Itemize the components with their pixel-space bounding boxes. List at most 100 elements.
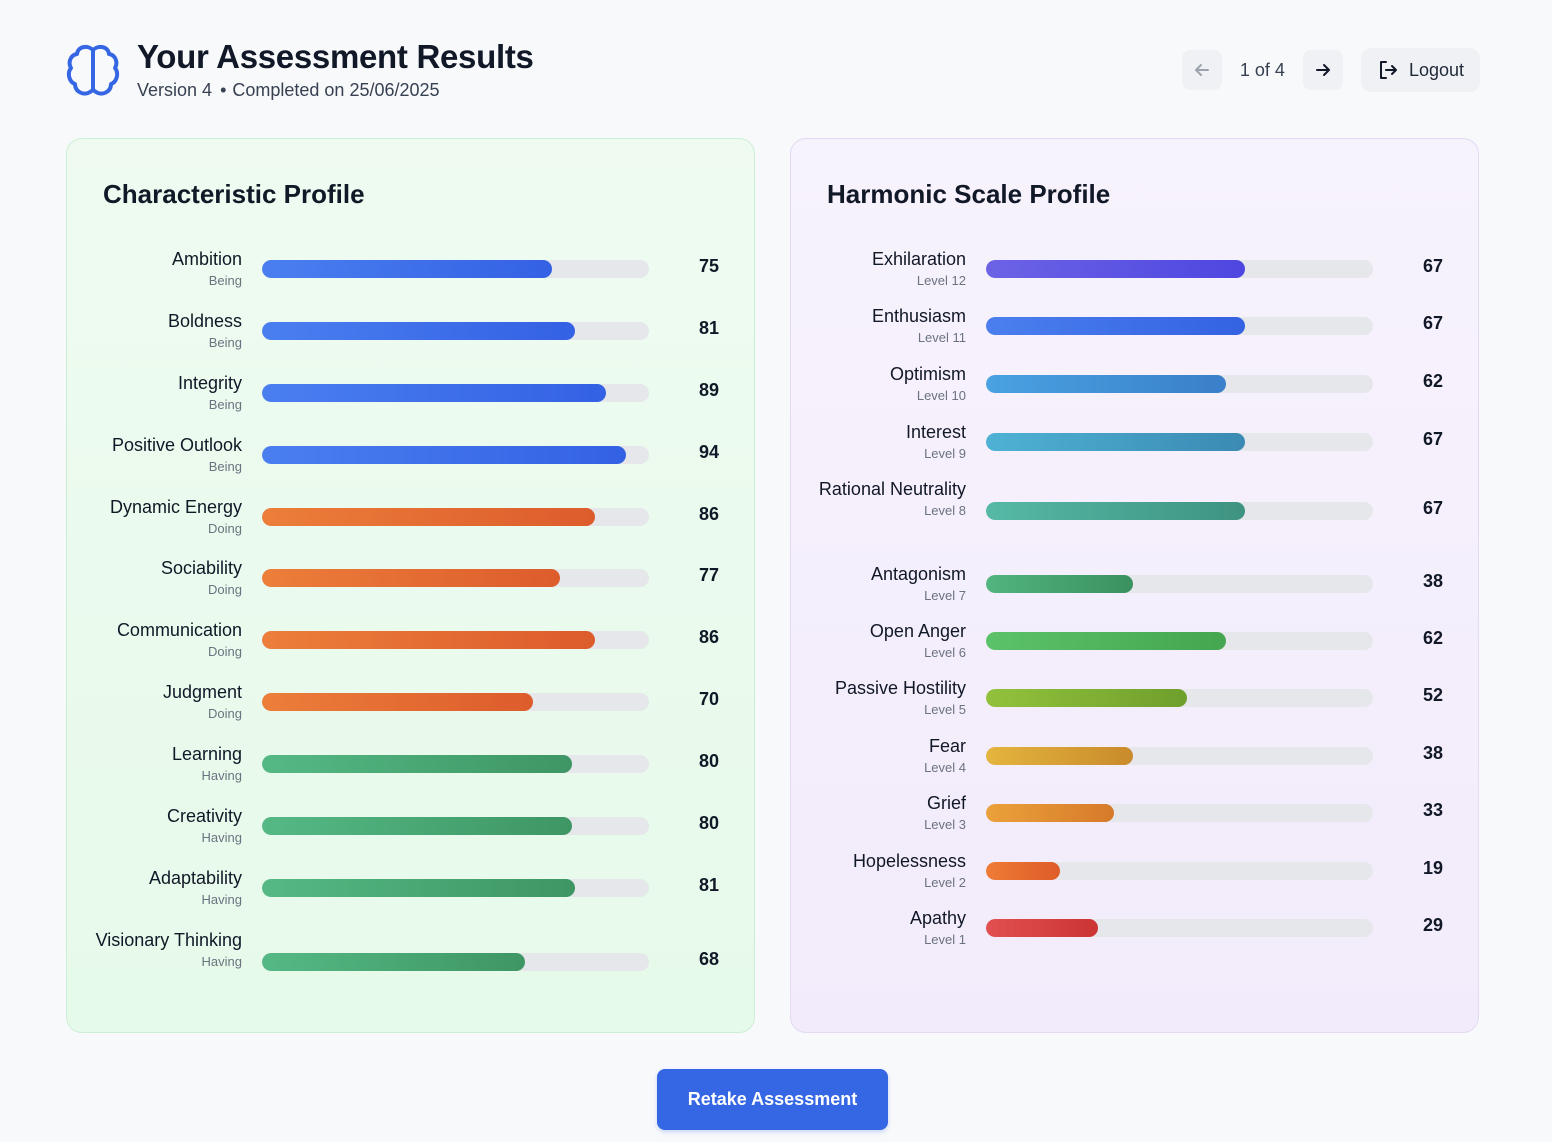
characteristic-score: 70: [698, 689, 720, 709]
harmonic-label: Antagonism Level 7: [776, 561, 966, 604]
page-header: Your Assessment Results Version 4 • Comple…: [66, 38, 1480, 108]
characteristic-bar-track: [262, 569, 649, 587]
harmonic-bar-fill: [986, 804, 1114, 822]
characteristic-bar-track: [262, 953, 649, 971]
characteristic-name: Visionary Thinking: [95, 930, 242, 950]
characteristic-name: Communication: [116, 620, 242, 640]
characteristic-score: 86: [698, 504, 720, 524]
characteristic-bar-track: [262, 817, 649, 835]
harmonic-label: Enthusiasm Level 11: [776, 303, 966, 346]
harmonic-sublabel: Level 7: [924, 588, 966, 603]
characteristic-label: Boldness Being: [52, 308, 242, 351]
characteristic-label: Judgment Doing: [52, 679, 242, 722]
characteristic-name: Ambition: [171, 249, 242, 269]
page-title: Your Assessment Results: [137, 38, 534, 75]
characteristic-score: 81: [698, 875, 720, 895]
harmonic-bar-track: [986, 689, 1373, 707]
harmonic-label: Hopelessness Level 2: [776, 848, 966, 891]
characteristic-name: Integrity: [177, 373, 242, 393]
harmonic-score: 62: [1422, 371, 1444, 391]
characteristic-sublabel: Having: [201, 892, 242, 907]
harmonic-name: Antagonism: [870, 564, 966, 584]
next-button[interactable]: [1302, 50, 1343, 90]
harmonic-bar-fill: [986, 502, 1246, 520]
harmonic-bar-track: [986, 804, 1373, 822]
harmonic-scale-card: Harmonic Scale Profile Exhilaration Level…: [790, 138, 1479, 1033]
harmonic-bar-fill: [986, 575, 1134, 593]
harmonic-bar-fill: [986, 260, 1246, 278]
characteristic-sublabel: Doing: [208, 521, 242, 536]
characteristic-label: Visionary Thinking Having: [52, 927, 242, 970]
characteristic-sublabel: Doing: [208, 582, 242, 597]
previous-button[interactable]: [1181, 50, 1222, 90]
harmonic-bar-track: [986, 632, 1373, 650]
characteristic-score: 81: [698, 318, 720, 338]
harmonic-sublabel: Level 12: [916, 273, 966, 288]
characteristic-score: 75: [698, 256, 720, 276]
characteristic-bar-fill: [262, 693, 533, 711]
characteristic-name: Dynamic Energy: [109, 497, 242, 517]
harmonic-label: Fear Level 4: [776, 733, 966, 776]
logout-button[interactable]: Logout: [1360, 48, 1480, 92]
harmonic-bar-fill: [986, 317, 1246, 335]
characteristic-bar-track: [262, 322, 649, 340]
logout-icon: [1379, 61, 1397, 79]
arrow-right-icon: [1315, 64, 1330, 76]
characteristic-sublabel: Being: [208, 459, 242, 474]
harmonic-score: 29: [1422, 915, 1444, 935]
characteristic-sublabel: Having: [201, 830, 242, 845]
characteristic-sublabel: Having: [201, 954, 242, 969]
characteristic-profile-card: Characteristic Profile Ambition Being 75 Bo…: [66, 138, 755, 1033]
characteristic-bar-track: [262, 508, 649, 526]
characteristic-name: Judgment: [162, 682, 242, 702]
harmonic-name: Hopelessness: [852, 851, 966, 871]
harmonic-label: Exhilaration Level 12: [776, 246, 966, 289]
harmonic-rows: Exhilaration Level 12 67 Enthusiasm Level 11…: [791, 139, 1478, 1032]
characteristic-name: Creativity: [166, 806, 242, 826]
characteristic-score: 80: [698, 813, 720, 833]
characteristic-bar-track: [262, 693, 649, 711]
characteristic-name: Sociability: [160, 558, 242, 578]
harmonic-bar-track: [986, 317, 1373, 335]
retake-assessment-button[interactable]: Retake Assessment: [657, 1069, 888, 1130]
characteristic-label: Adaptability Having: [52, 865, 242, 908]
harmonic-bar-fill: [986, 747, 1134, 765]
characteristic-label: Ambition Being: [52, 246, 242, 289]
characteristic-bar-fill: [262, 817, 572, 835]
completed-date: Completed on 25/06/2025: [232, 80, 440, 100]
arrow-left-icon: [1194, 64, 1209, 76]
characteristic-rows: Ambition Being 75 Boldness Being 81 Integrity B…: [67, 139, 754, 1032]
harmonic-name: Interest: [905, 422, 966, 442]
characteristic-label: Communication Doing: [52, 617, 242, 660]
harmonic-bar-track: [986, 375, 1373, 393]
characteristic-label: Learning Having: [52, 741, 242, 784]
harmonic-score: 38: [1422, 571, 1444, 591]
harmonic-label: Open Anger Level 6: [776, 618, 966, 661]
harmonic-score: 67: [1422, 256, 1444, 276]
harmonic-name: Passive Hostility: [834, 678, 966, 698]
characteristic-label: Positive Outlook Being: [52, 432, 242, 475]
harmonic-name: Enthusiasm: [871, 306, 966, 326]
characteristic-score: 89: [698, 380, 720, 400]
harmonic-sublabel: Level 8: [924, 503, 966, 518]
harmonic-label: Rational Neutrality Level 8: [776, 476, 966, 519]
harmonic-sublabel: Level 11: [917, 330, 966, 345]
harmonic-name: Open Anger: [869, 621, 966, 641]
harmonic-bar-fill: [986, 689, 1188, 707]
harmonic-label: Optimism Level 10: [776, 361, 966, 404]
separator-dot: •: [220, 80, 227, 100]
characteristic-bar-track: [262, 446, 649, 464]
harmonic-score: 52: [1422, 685, 1444, 705]
harmonic-bar-fill: [986, 375, 1226, 393]
characteristic-score: 94: [698, 442, 720, 462]
harmonic-sublabel: Level 9: [924, 446, 966, 461]
harmonic-sublabel: Level 3: [924, 817, 966, 832]
harmonic-bar-fill: [986, 919, 1099, 937]
harmonic-name: Apathy: [909, 908, 966, 928]
harmonic-score: 19: [1422, 858, 1444, 878]
characteristic-bar-fill: [262, 755, 572, 773]
harmonic-label: Grief Level 3: [776, 790, 966, 833]
characteristic-bar-fill: [262, 322, 576, 340]
harmonic-bar-fill: [986, 632, 1226, 650]
characteristic-label: Dynamic Energy Doing: [52, 494, 242, 537]
